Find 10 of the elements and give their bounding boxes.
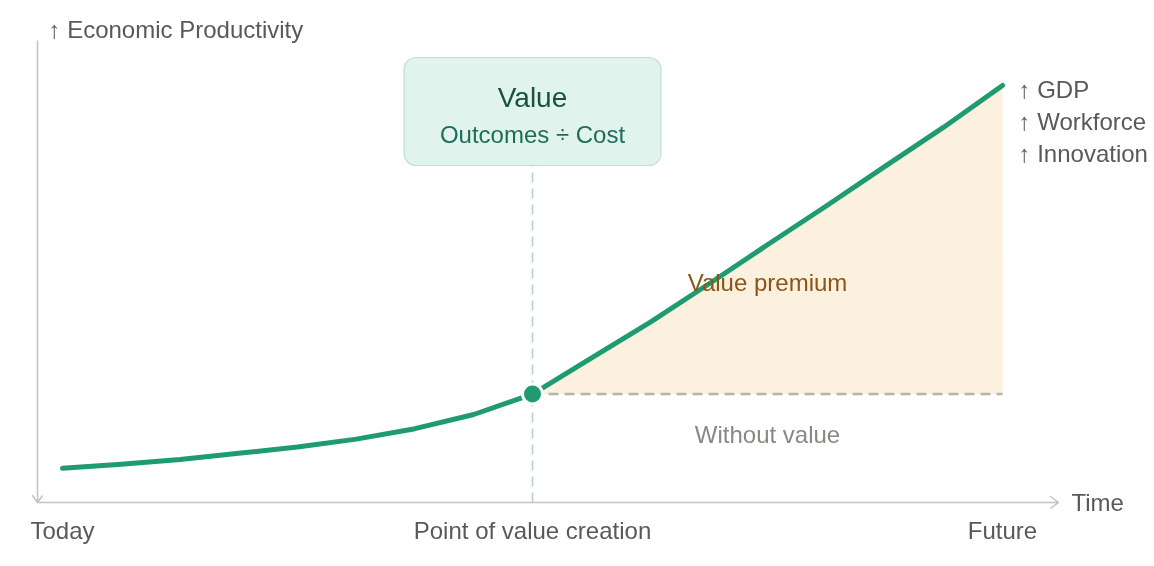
series-label: Without value <box>694 420 841 448</box>
annotation: ↑ Innovation <box>1018 140 1148 167</box>
x-tick-label: Point of value creation <box>413 517 652 544</box>
annotation: ↑ GDP <box>1018 76 1090 103</box>
ref-line-label: Value Outcomes ÷ Cost <box>439 82 626 148</box>
annotation: ↑ Workforce <box>1018 108 1147 135</box>
x-tick-label: Today <box>30 517 95 544</box>
y-axis-title: ↑ Economic Productivity <box>48 16 304 43</box>
x-tick-label: Future <box>967 517 1038 544</box>
x-axis-title: Time <box>1071 489 1124 516</box>
